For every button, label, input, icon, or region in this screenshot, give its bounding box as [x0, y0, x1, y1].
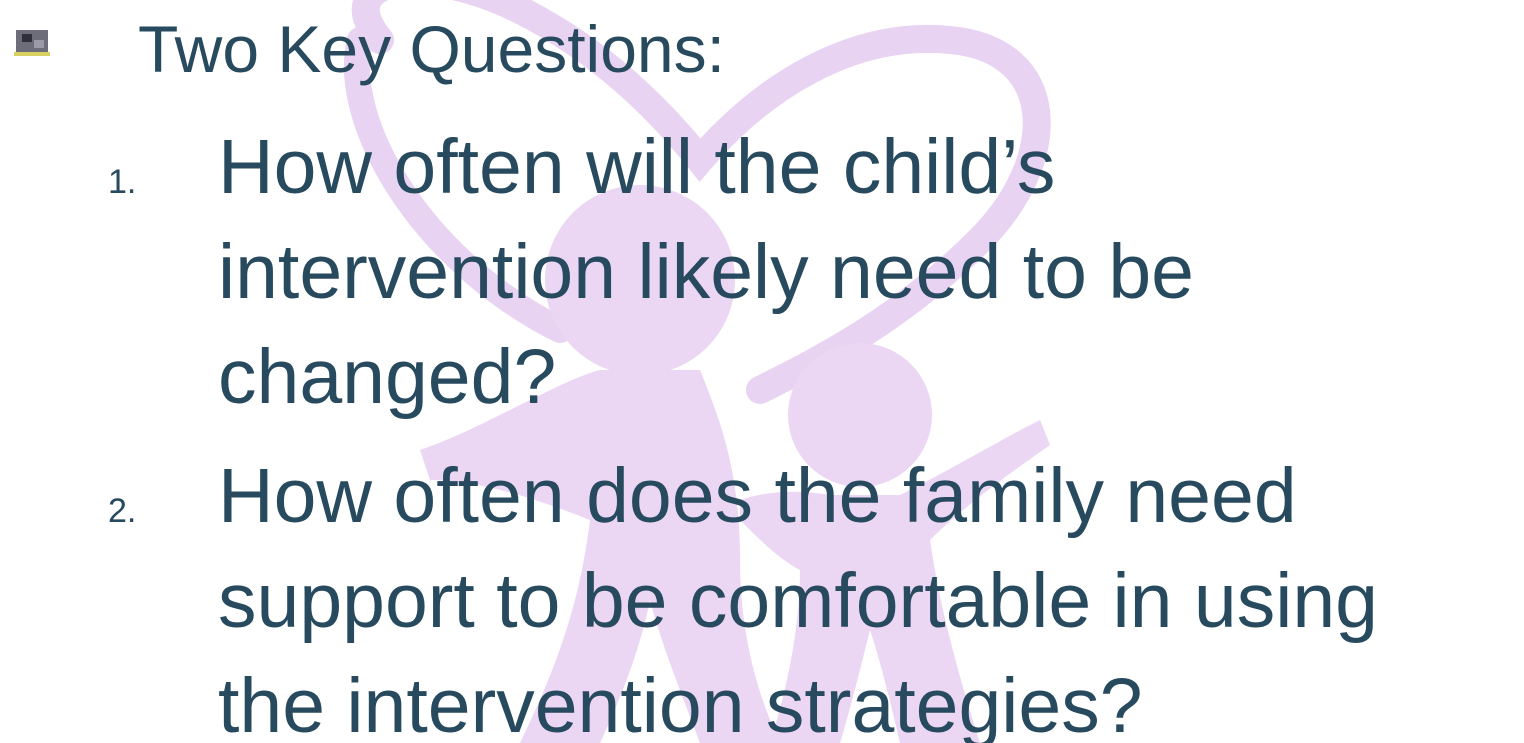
item-text-line: How often does the family need [218, 453, 1297, 539]
slide: Two Key Questions: 1. How often will the … [0, 0, 1524, 743]
page: {"slide": { "title": "Two Key Questions:… [0, 0, 1524, 743]
item-text-line: changed? [218, 334, 556, 420]
item-number: 1. [108, 163, 136, 201]
item-text-line: How often will the child’s [218, 124, 1055, 210]
slide-title: Two Key Questions: [138, 12, 725, 86]
item-text-line: support to be comfortable in using [218, 558, 1378, 644]
item-text-line: the intervention strategies? [218, 663, 1143, 743]
item-number: 2. [108, 492, 136, 530]
bullet-icon [14, 30, 50, 56]
item-text-line: intervention likely need to be [218, 229, 1194, 315]
